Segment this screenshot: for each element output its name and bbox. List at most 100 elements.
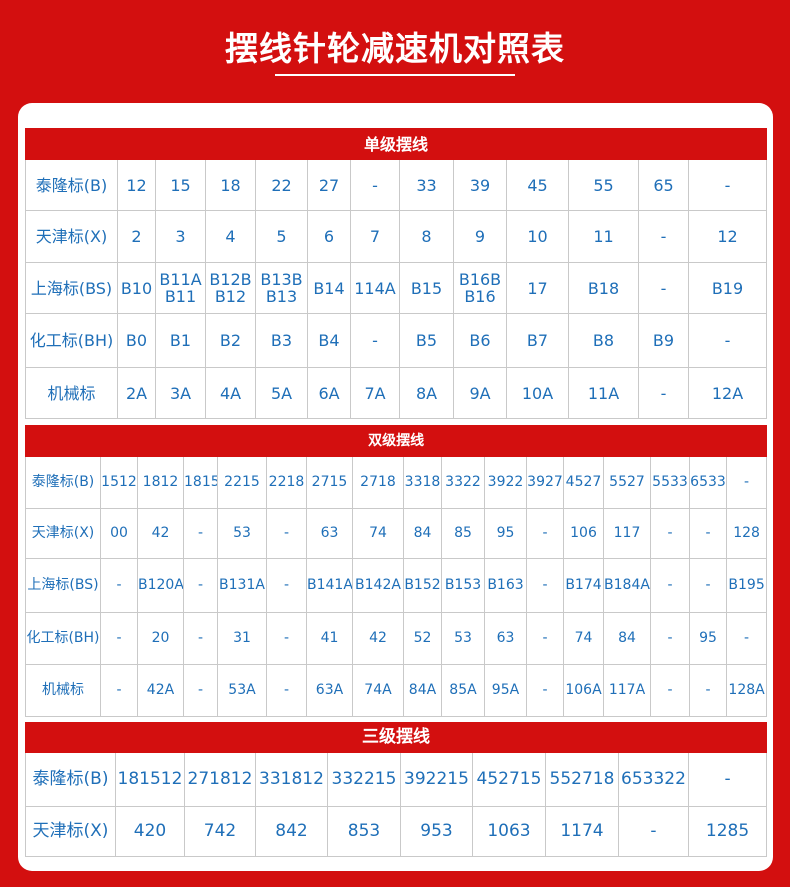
table-cell: 1285 [687,806,768,857]
table-cell: 1063 [472,806,546,857]
table-cell: - [725,456,768,509]
table-cell: 12 [117,159,156,211]
table-cell: 27 [307,159,351,211]
triple-stage-table: 三级摆线 泰隆标(B) 181512 271812 331812 332215 39221… [24,722,768,857]
table-cell: - [687,159,768,211]
table-cell: - [266,508,307,559]
table-cell: 128 [725,508,768,559]
table-cell: 84 [403,508,442,559]
table-cell: 65 [638,159,689,211]
table-cell: 552718 [545,752,619,807]
table-cell: 1174 [545,806,619,857]
table-cell: B131A [217,558,267,613]
table-cell: 2715 [306,456,353,509]
row-label: 机械标 [25,664,101,717]
table-cell: 853 [327,806,401,857]
table-cell: B12B B12 [205,262,256,314]
table-cell: 3322 [441,456,485,509]
table-row: 机械标 -42A -53A -63A 74A 84A 85A 95A -106A 117A - -12… [25,664,768,717]
table-cell: B3 [255,313,308,368]
table-cell: 114A [350,262,400,314]
table-cell: 6A [307,367,351,419]
table-cell: - [618,806,689,857]
table-cell: B0 [117,313,156,368]
table-row: 化工标(BH) B0 B1 B2 B3 B4- B5 B6 B7 B8 B9- [25,313,768,368]
table-cell: 33 [399,159,454,211]
double-stage-table: 双级摆线 泰隆标(B) 1512 1812 1815 2215 2218 2715 2718 3… [24,425,768,717]
table-cell: 18 [205,159,256,211]
table-cell: 42 [137,508,184,559]
table-cell: 6533 [689,456,727,509]
table-cell: - [100,558,138,613]
table-cell: - [100,612,138,665]
table-cell: B5 [399,313,454,368]
table-cell: 95 [484,508,527,559]
table-cell: 9A [453,367,507,419]
table-row: 上海标(BS) B10 B11A B11 B12B B12 B13B B13 B14 114… [25,262,768,314]
table-cell: 42 [352,612,404,665]
table-cell: 2A [117,367,156,419]
table-cell: 1812 [137,456,184,509]
row-label: 天津标(X) [25,210,118,263]
row-label: 泰隆标(B) [25,159,118,211]
table-cell: 842 [255,806,328,857]
table-cell: - [526,558,564,613]
table-cell: 106A [563,664,604,717]
table-cell: 10 [506,210,569,263]
table-cell: 953 [400,806,473,857]
table-cell: - [650,612,690,665]
table-cell: B15 [399,262,454,314]
table-cell: - [183,664,218,717]
table-cell: B142A [352,558,404,613]
table-cell: 63 [306,508,353,559]
table-cell: - [526,664,564,717]
table-cell: 12 [687,210,768,263]
table-cell: 41 [306,612,353,665]
table-cell: 117 [603,508,651,559]
table-cell: 85A [441,664,485,717]
table-row: 上海标(BS) - B120A - B131A - B141A B142A B152 B153 B1… [25,558,768,613]
table-cell: 128A [725,664,768,717]
table-cell: 5527 [603,456,651,509]
table-cell: 742 [184,806,256,857]
table-cell: 85 [441,508,485,559]
table-cell: 452715 [472,752,546,807]
table-cell: - [526,612,564,665]
table-cell: - [266,612,307,665]
table-cell: B7 [506,313,569,368]
table-row: 泰隆标(B) 181512 271812 331812 332215 392215 4527… [25,752,768,807]
table-cell: B174 [563,558,604,613]
table-cell: B195 [725,558,768,613]
table-cell: 7A [350,367,400,419]
table-cell: B1 [155,313,206,368]
table-cell: 392215 [400,752,473,807]
table-cell: - [526,508,564,559]
table-cell: 117A [603,664,651,717]
single-stage-table: 单级摆线 泰隆标(B) 12 15 18 22 27-33 39 45 55 65- 天津标(X) 2… [24,128,768,419]
table-row: 机械标 2A 3A 4A 5A 6A 7A 8A 9A 10A 11A -12A [25,367,768,419]
table-cell: - [689,558,727,613]
table-row: 天津标(X) 420 742 842 853 953 1063 1174-1285 [25,806,768,857]
table-cell: 12A [687,367,768,419]
table-cell: B163 [484,558,527,613]
table-cell: - [689,664,727,717]
table-cell: 20 [137,612,184,665]
table-cell: 3 [155,210,206,263]
row-label: 化工标(BH) [25,313,118,368]
table-cell: 31 [217,612,267,665]
table-cell: - [650,664,690,717]
row-label: 化工标(BH) [25,612,101,665]
table-cell: 106 [563,508,604,559]
table-cell: B141A [306,558,353,613]
table-row: 天津标(X) 00 42-53-63 74 84 85 95-106 117- -128 [25,508,768,559]
table-cell: 84A [403,664,442,717]
table-cell: - [650,558,690,613]
table-cell: 3922 [484,456,527,509]
table-cell: 8 [399,210,454,263]
table-cell: 1815 [183,456,218,509]
table-cell: 00 [100,508,138,559]
table-cell: - [687,313,768,368]
table-cell: - [638,262,689,314]
table-cell: 4A [205,367,256,419]
table-cell: 42A [137,664,184,717]
